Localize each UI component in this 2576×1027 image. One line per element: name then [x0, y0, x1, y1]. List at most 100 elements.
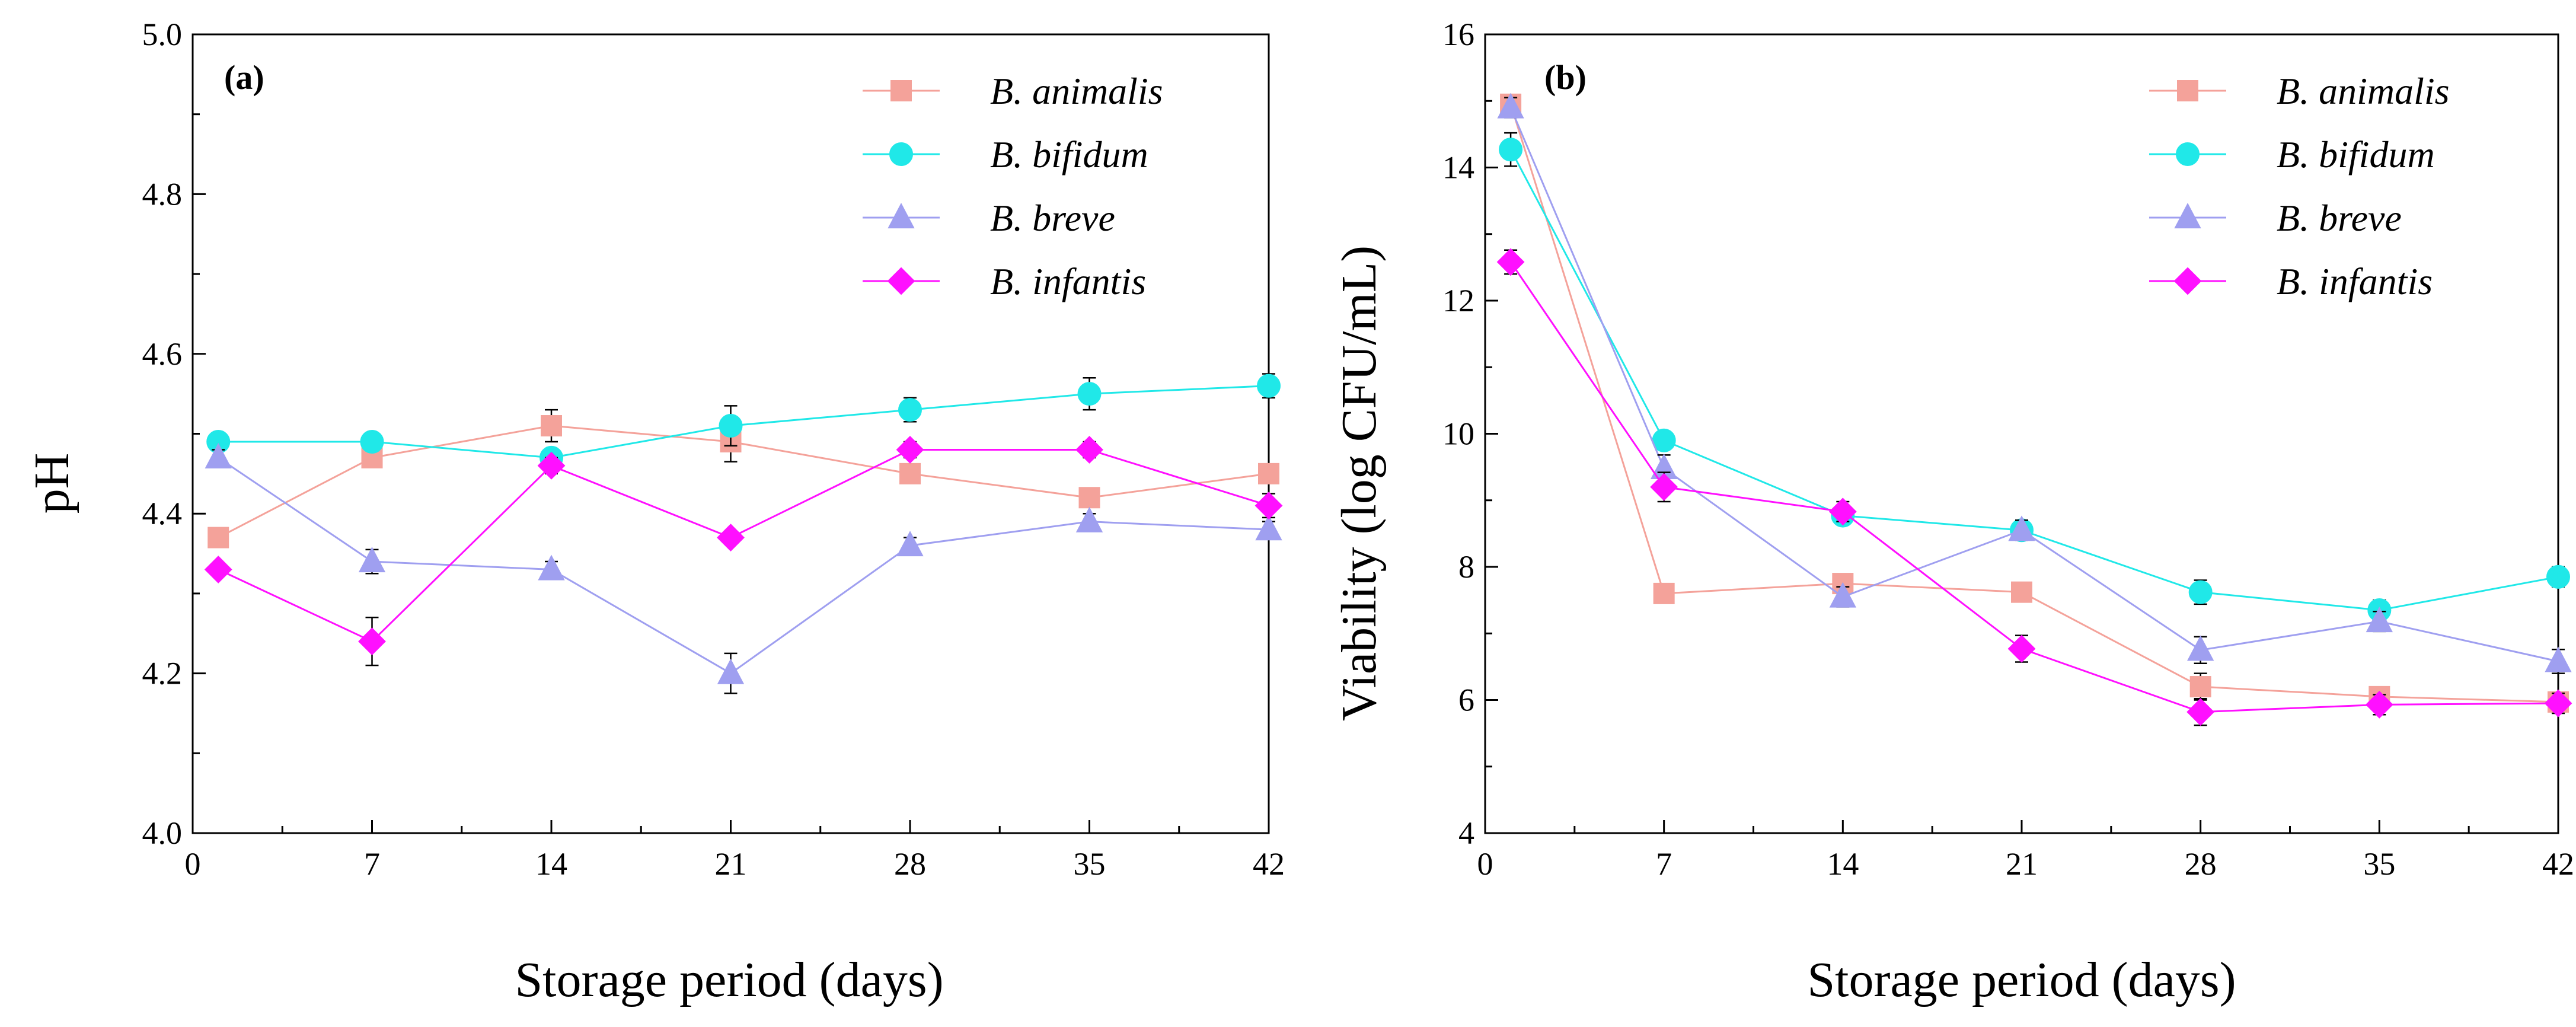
panel-b-legend-item-b-bifidum: B. bifidum: [2149, 133, 2435, 176]
panel-a-legend-item-b-bifidum: B. bifidum: [863, 133, 1148, 176]
panel-b-y-tick-label: 10: [1442, 416, 1474, 452]
panel-b-point-b-breve: [2008, 515, 2035, 541]
panel-a-point-b-infantis: [717, 524, 745, 552]
panel-b-point-b-animalis: [1653, 582, 1675, 604]
panel-a-x-tick-label: 0: [185, 846, 201, 882]
panel-b-legend-item-b-breve: B. breve: [2149, 197, 2402, 239]
panel-a-y-tick-label: 4.0: [142, 815, 183, 851]
panel-b-point-b-breve: [1497, 93, 1524, 119]
panel-a-point-b-bifidum: [898, 398, 922, 422]
panel-b-point-b-animalis: [2011, 581, 2032, 603]
panel-b-point-b-bifidum: [1499, 138, 1523, 162]
panel-b-y-tick-label: 14: [1442, 150, 1474, 186]
panel-b-legend: B. animalis B. bifidum B. breve B. infantis: [2149, 70, 2450, 302]
panel-b-point-b-breve: [2545, 646, 2572, 672]
panel-a-legend-label-b-animalis: B. animalis: [990, 70, 1163, 112]
panel-a-point-b-bifidum: [719, 414, 743, 438]
panel-a-legend-marker-b-bifidum: [889, 142, 913, 166]
panel-b-point-b-infantis: [1650, 473, 1678, 501]
panel-a-x-axis-title: Storage period (days): [515, 952, 943, 1007]
panel-a-point-b-bifidum: [1257, 374, 1281, 398]
panel-b-point-b-infantis: [2365, 690, 2393, 719]
panel-a-ph-chart: Storage period (days) pH (a) 0 7 14 21 28 35 4…: [24, 17, 1285, 1007]
panel-b-y-tick-label: 12: [1442, 283, 1474, 318]
panel-b-x-ticks: 0 7 14 21 28 35 42: [1477, 820, 2574, 882]
panel-b-x-axis-title: Storage period (days): [1807, 952, 2236, 1007]
panel-a-point-b-animalis: [541, 415, 562, 437]
panel-b-legend-item-b-infantis: B. infantis: [2149, 260, 2433, 302]
panel-b-y-tick-label: 16: [1442, 17, 1474, 52]
panel-a-point-b-animalis: [1258, 463, 1279, 484]
panel-b-series-b-bifidum: [1499, 132, 2570, 622]
panel-b-label: (b): [1544, 58, 1587, 97]
panel-a-y-tick-label: 4.8: [142, 176, 183, 212]
panel-a-y-ticks: 4.0 4.2 4.4 4.6 4.8 5.0: [142, 17, 206, 851]
panel-b-point-b-bifidum: [2546, 564, 2570, 589]
panel-a-label: (a): [224, 58, 264, 97]
panel-b-y-tick-label: 8: [1458, 549, 1474, 585]
panel-b-legend-label-b-animalis: B. animalis: [2277, 70, 2450, 112]
panel-a-point-b-infantis: [358, 627, 386, 656]
panel-a-x-tick-label: 21: [715, 846, 747, 882]
panel-b-line-b-animalis: [1509, 104, 2559, 703]
panel-a-point-b-animalis: [899, 463, 921, 484]
panel-b-axis-titles: Storage period (days) Viability (log CFU…: [1332, 58, 2236, 1007]
panel-a-point-b-infantis: [896, 436, 924, 464]
panel-b-legend-label-b-bifidum: B. bifidum: [2277, 133, 2435, 176]
panel-b-y-ticks: 4 6 8 10 12 14 16: [1442, 17, 1498, 851]
panel-a-point-b-infantis: [537, 451, 566, 480]
panel-a-y-tick-label: 4.2: [142, 656, 183, 691]
panel-a-x-tick-label: 35: [1074, 846, 1106, 882]
panel-a-point-b-bifidum: [1077, 382, 1102, 406]
panel-b-legend-item-b-animalis: B. animalis: [2149, 70, 2450, 112]
panel-b-legend-label-b-breve: B. breve: [2277, 197, 2402, 239]
panel-a-point-b-breve: [896, 531, 924, 557]
panel-b-point-b-infantis: [2544, 689, 2572, 717]
panel-b-point-b-breve: [2366, 607, 2393, 633]
panel-b-point-b-breve: [2187, 635, 2214, 661]
panel-a-x-tick-label: 7: [364, 846, 380, 882]
panel-a-axis-titles: Storage period (days) pH (a): [24, 58, 944, 1007]
panel-b-x-tick-label: 0: [1477, 846, 1493, 882]
panel-b-point-b-bifidum: [2188, 580, 2213, 604]
panel-a-y-axis-title: pH: [24, 453, 79, 514]
panel-a-y-tick-label: 4.6: [142, 336, 183, 372]
panel-a-legend-marker-b-infantis: [887, 267, 915, 295]
panel-a-series-b-breve: [205, 442, 1282, 694]
panel-b-point-b-infantis: [2007, 634, 2036, 663]
panel-a-legend-marker-b-breve: [888, 203, 915, 229]
panel-a-y-tick-label: 4.4: [142, 496, 183, 531]
panel-b-point-b-infantis: [1496, 248, 1525, 276]
panel-a-point-b-breve: [538, 554, 565, 581]
panel-a-x-tick-label: 42: [1253, 846, 1285, 882]
panel-b-viability-chart: Storage period (days) Viability (log CFU…: [1332, 17, 2574, 1007]
panel-b-series-b-infantis: [1496, 248, 2572, 726]
panel-a-legend-label-b-breve: B. breve: [990, 197, 1115, 239]
panel-b-x-tick-label: 7: [1656, 846, 1672, 882]
panel-a-line-b-infantis: [218, 448, 1269, 643]
panel-a-legend-item-b-animalis: B. animalis: [863, 70, 1163, 112]
panel-b-line-b-breve: [1509, 107, 2559, 662]
panel-a-point-b-animalis: [208, 527, 229, 548]
panel-a-x-tick-label: 14: [535, 846, 567, 882]
panel-b-point-b-breve: [1829, 582, 1856, 608]
panel-a-y-tick-label: 5.0: [142, 17, 183, 52]
panel-b-point-b-infantis: [2186, 698, 2215, 726]
panel-a-series-b-infantis: [204, 436, 1283, 666]
panel-b-point-b-animalis: [2189, 676, 2211, 698]
panel-b-legend-marker-b-breve: [2174, 203, 2201, 229]
panel-a-point-b-breve: [1255, 515, 1282, 541]
panel-b-y-tick-label: 4: [1458, 815, 1474, 851]
panel-a-point-b-infantis: [1255, 492, 1283, 520]
panel-a-point-b-bifidum: [360, 429, 384, 454]
panel-b-legend-marker-b-infantis: [2173, 267, 2202, 295]
panel-a-point-b-breve: [1075, 506, 1103, 532]
panel-b-x-tick-label: 21: [2006, 846, 2038, 882]
panel-b-point-b-infantis: [1828, 497, 1857, 526]
panel-b-series-b-animalis: [1500, 93, 2569, 713]
panel-b-x-tick-label: 28: [2185, 846, 2217, 882]
panel-b-legend-label-b-infantis: B. infantis: [2277, 260, 2433, 302]
panel-a-x-tick-label: 28: [894, 846, 926, 882]
panel-a-point-b-infantis: [1075, 436, 1103, 464]
panel-a-point-b-breve: [717, 658, 745, 684]
